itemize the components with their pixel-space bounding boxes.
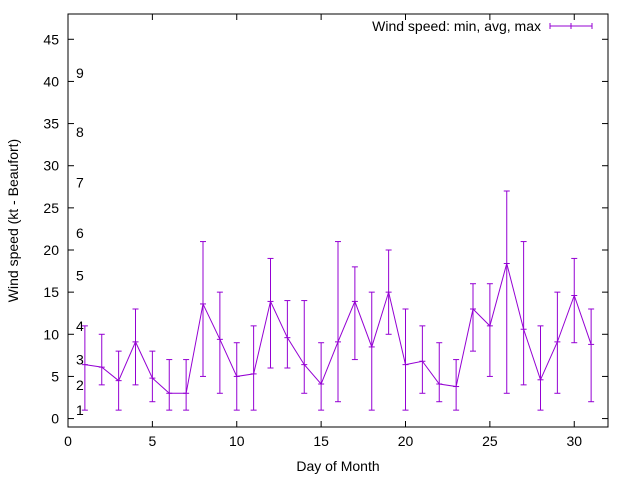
error-bar [81, 325, 88, 411]
y-tick-label: 20 [43, 242, 59, 258]
error-bar [250, 325, 257, 411]
x-tick-label: 15 [313, 433, 329, 449]
y-tick-label: 35 [43, 116, 59, 132]
error-bar [351, 266, 358, 361]
error-bar [284, 300, 291, 369]
error-bar [470, 283, 476, 352]
y-tick-label: 0 [51, 411, 59, 427]
error-bar [554, 291, 561, 394]
error-bar [115, 350, 122, 411]
error-bar [318, 342, 325, 411]
x-tick-label: 25 [482, 433, 498, 449]
error-bar [571, 257, 578, 344]
error-bar [385, 249, 392, 335]
x-tick-label: 30 [566, 433, 582, 449]
error-bar [503, 190, 510, 394]
y-tick-label: 25 [43, 200, 59, 216]
error-bar [301, 300, 308, 394]
error-bar [233, 342, 240, 411]
beaufort-label: 1 [76, 402, 84, 418]
error-bar [537, 325, 544, 411]
error-bar [166, 359, 173, 411]
error-bar [183, 359, 190, 411]
plot-area [81, 190, 595, 411]
legend: Wind speed: min, avg, max [372, 18, 593, 34]
beaufort-label: 9 [76, 65, 84, 81]
beaufort-label: 8 [76, 124, 84, 140]
error-bar [402, 308, 409, 411]
beaufort-label: 7 [76, 175, 84, 191]
legend-label: Wind speed: min, avg, max [372, 18, 541, 34]
y-tick-label: 40 [43, 73, 59, 89]
error-bar [486, 283, 493, 377]
beaufort-labels: 1 2 3 4 5 6 7 8 9 [76, 65, 84, 418]
x-tick-label: 20 [398, 433, 414, 449]
beaufort-label: 2 [76, 377, 84, 393]
beaufort-label: 6 [76, 225, 84, 241]
error-bar [132, 308, 139, 386]
error-bar [267, 257, 274, 369]
x-axis-label: Day of Month [296, 458, 379, 474]
error-bar [149, 350, 156, 403]
beaufort-label: 5 [76, 267, 84, 283]
y-tick-label: 5 [51, 368, 59, 384]
error-bar [520, 241, 527, 386]
error-bar [216, 291, 223, 394]
y-tick-label: 15 [43, 284, 59, 300]
x-tick-label: 5 [148, 433, 156, 449]
y-tick-label: 10 [43, 326, 59, 342]
y-axis-label: Wind speed (kt - Beaufort) [5, 139, 21, 302]
x-tick-label: 10 [229, 433, 245, 449]
error-bar [419, 325, 426, 394]
error-bar [588, 308, 595, 403]
error-bar [200, 241, 206, 377]
plot-border [67, 13, 609, 428]
error-bar [98, 333, 105, 386]
error-bar [335, 241, 341, 403]
x-tick-label: 0 [64, 433, 72, 449]
error-bar [453, 359, 460, 411]
error-bar [368, 291, 375, 411]
y-tick-label: 30 [43, 158, 59, 174]
error-bar [436, 342, 443, 403]
beaufort-label: 4 [76, 318, 84, 334]
y-tick-label: 45 [43, 31, 59, 47]
beaufort-label: 3 [76, 352, 84, 368]
